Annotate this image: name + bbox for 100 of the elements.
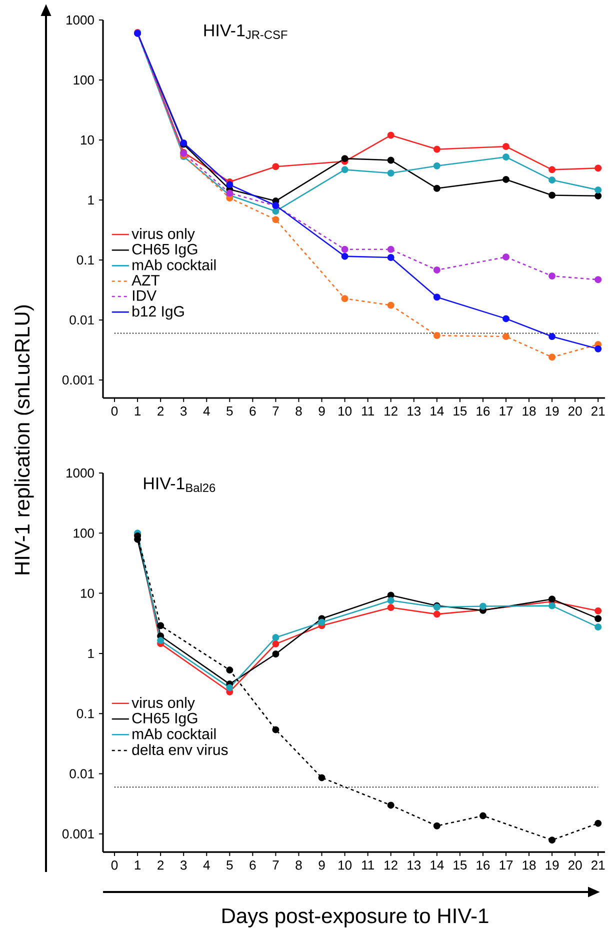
point [272,640,280,648]
x-tick-label: 9 [318,860,325,870]
point [272,634,280,642]
point [594,164,602,172]
point [272,163,280,170]
y-axis-title: HIV-1 replication (snLucRLU) [14,305,34,574]
point [226,684,234,692]
legend-label: b12 IgG [132,306,184,320]
point [479,812,486,820]
x-axis-title: Days post-exposure to HIV-1 [222,908,488,928]
point [341,246,348,253]
point [548,354,556,361]
x-tick-label: 15 [454,860,467,870]
x-tick-label: 0 [111,860,118,870]
point [157,637,164,644]
point [387,254,394,261]
x-tick-label: 18 [522,860,536,870]
point [387,132,394,139]
point [548,166,556,174]
y-tick-label: 0.01 [70,315,94,325]
y-tick-label: 100 [74,75,94,85]
point [594,186,602,194]
y-tick-label: 0.01 [70,769,94,778]
y-tick-label: 0.1 [76,255,94,265]
point [548,596,556,603]
point [433,184,440,192]
point [318,618,326,626]
point [548,272,556,280]
x-tick-label: 6 [250,860,256,870]
x-tick-label: 7 [272,406,279,416]
point [433,146,440,153]
y-tick-label: 1 [88,196,94,204]
x-tick-label: 16 [476,406,490,416]
x-tick-label: 21 [592,406,605,416]
x-tick-label: 9 [318,406,325,416]
x-tick-label: 8 [296,406,302,416]
x-tick-label: 19 [546,406,559,416]
x-tick-label: 14 [430,406,444,416]
point [502,333,510,340]
legend-label: CH65 IgG [132,712,198,726]
legend-label: IDV [132,290,157,301]
point [341,155,348,162]
point [226,666,234,674]
point [548,602,556,610]
chart-title: HIV-1$_{Bal26}$ [144,478,216,492]
legend-label: virus only [132,228,195,242]
x-tick-label: 20 [568,860,582,870]
x-tick-label: 4 [203,860,210,870]
x-tick-label: 1 [134,860,141,870]
point [433,266,440,274]
x-tick-label: 5 [226,406,233,416]
point [341,166,348,174]
point [272,650,280,658]
x-tick-label: 10 [338,860,352,870]
x-tick-label: 18 [522,406,536,416]
point [387,604,394,612]
x-tick-label: 21 [592,860,605,870]
y-tick-label: 10 [80,135,94,145]
x-tick-label: 12 [384,406,398,416]
point [387,302,394,309]
x-tick-label: 11 [362,406,374,416]
point [548,176,556,184]
point [594,192,602,200]
point [387,802,394,809]
x-tick-label: 16 [476,860,490,870]
x-tick-label: 4 [203,406,210,416]
point [341,295,348,302]
point [502,154,510,161]
x-tick-label: 13 [408,860,421,870]
point [433,822,440,830]
y-tick-label: 1000 [66,468,94,478]
point [594,820,602,827]
x-tick-label: 15 [454,406,467,416]
x-tick-label: 7 [272,860,279,870]
point [594,345,602,352]
x-tick-label: 1 [134,406,141,416]
point [433,610,440,618]
x-tick-label: 2 [158,860,164,870]
x-tick-label: 10 [338,406,352,416]
y-tick-label: 1000 [66,15,94,25]
point [387,596,394,604]
x-tick-label: 13 [408,406,421,416]
point [272,726,280,734]
point [433,162,440,170]
point [387,246,394,253]
point [387,170,394,177]
x-tick-label: 12 [384,860,398,870]
point [479,602,486,610]
point [594,607,602,614]
point [502,315,510,322]
x-tick-label: 19 [546,860,559,870]
x-tick-label: 6 [250,406,256,416]
point [548,333,556,340]
point [226,181,234,188]
point [502,142,510,150]
x-tick-label: 14 [430,860,444,870]
point [157,622,164,630]
x-tick-label: 20 [568,406,582,416]
point [594,615,602,622]
y-tick-label: 100 [74,528,94,538]
